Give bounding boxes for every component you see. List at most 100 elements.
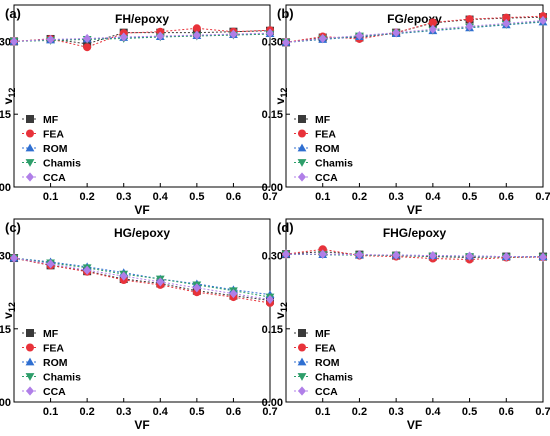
y-tick-label: 0.00	[262, 182, 283, 194]
series-line	[13, 32, 271, 42]
data-point	[428, 251, 437, 261]
x-tick-label: 0.3	[116, 191, 131, 203]
x-tick-label: 0.3	[388, 406, 403, 418]
data-point	[355, 250, 364, 260]
legend-label: MF	[315, 114, 331, 126]
x-axis-label: VF	[407, 203, 422, 217]
legend-label: ROM	[315, 143, 340, 155]
y-axis-label: v12	[1, 88, 17, 105]
chart-panel: 0.1 0.2 0.3 0.4 0.5 0.6 0.70.000.150.30VFv12(b…	[262, 4, 550, 217]
x-tick-label: 0.1	[315, 406, 330, 418]
panel-title: FG/epoxy	[387, 12, 442, 26]
x-tick-label: 0.7	[262, 191, 277, 203]
legend-label: MF	[43, 114, 59, 126]
y-tick-label: 0.00	[262, 397, 283, 409]
panel-letter: (a)	[5, 6, 21, 21]
legend-marker	[297, 159, 307, 167]
legend-marker	[298, 329, 306, 337]
y-tick-label: 0.30	[0, 251, 11, 263]
x-tick-label: 0.2	[352, 191, 367, 203]
data-point	[46, 34, 55, 45]
plot-frame	[285, 218, 544, 403]
data-point	[465, 21, 474, 31]
panel-title: FH/epoxy	[115, 12, 169, 26]
y-tick-label: 0.30	[262, 36, 283, 48]
data-point	[83, 33, 92, 44]
legend-marker	[298, 386, 306, 396]
legend-marker	[298, 115, 306, 123]
x-tick-label: 0.2	[79, 406, 94, 418]
legend-marker	[298, 129, 306, 138]
chart-panel: 0.1 0.2 0.3 0.4 0.5 0.6 0.70.000.150.30VFv12(d…	[262, 218, 550, 432]
y-tick-label: 0.00	[0, 182, 11, 194]
x-tick-label: 0.6	[226, 406, 241, 418]
legend-marker	[26, 343, 34, 352]
legend-marker	[26, 129, 34, 138]
x-tick-label: 0.6	[499, 191, 514, 203]
legend-marker	[26, 172, 34, 182]
x-tick-label: 0.2	[79, 191, 94, 203]
x-tick-label: 0.4	[425, 191, 441, 203]
data-point	[502, 13, 511, 22]
y-tick-label: 0.15	[0, 324, 11, 336]
legend-label: MF	[43, 328, 59, 340]
plot-frame	[13, 4, 271, 188]
data-point	[156, 31, 165, 41]
series-line	[13, 257, 271, 298]
x-tick-label: 0.3	[116, 406, 131, 418]
legend-marker	[26, 329, 34, 337]
legend-marker	[25, 143, 35, 152]
x-tick-label: 0.5	[189, 191, 204, 203]
y-tick-label: 0.00	[0, 397, 11, 409]
y-tick-label: 0.30	[262, 251, 283, 263]
x-tick-label: 0.1	[315, 191, 330, 203]
data-point	[355, 30, 364, 41]
legend-marker	[25, 357, 35, 366]
data-point	[10, 253, 18, 263]
legend-marker	[25, 159, 35, 167]
x-tick-label: 0.1	[43, 406, 58, 418]
series-line	[286, 253, 544, 258]
series-line	[285, 20, 544, 43]
data-point	[192, 30, 201, 40]
x-tick-label: 0.6	[226, 191, 241, 203]
chart-panel: 0.1 0.2 0.3 0.4 0.5 0.6 0.7 0.00 0.15 0.30 VF v12 (a…	[0, 4, 278, 217]
x-tick-label: 0.4	[153, 406, 169, 418]
data-point	[539, 15, 547, 26]
data-point	[502, 18, 511, 29]
data-point	[266, 28, 274, 38]
data-point	[192, 283, 201, 293]
x-tick-label: 0.4	[425, 406, 441, 418]
legend-marker	[297, 143, 307, 152]
data-point	[229, 289, 238, 299]
x-tick-label: 0.2	[352, 406, 367, 418]
data-point	[282, 249, 290, 259]
x-tick-label: 0.4	[153, 191, 169, 203]
y-tick-label: 0.15	[0, 109, 11, 121]
legend-label: Chamis	[43, 372, 81, 384]
series-line	[285, 15, 544, 43]
y-axis-label: v12	[1, 302, 17, 319]
legend-marker	[298, 172, 306, 182]
legend-label: CCA	[315, 172, 338, 184]
x-tick-label: 0.7	[535, 406, 550, 418]
x-tick-label: 0.5	[462, 191, 477, 203]
series-line	[285, 248, 544, 261]
y-axis-label: v12	[273, 302, 289, 319]
legend-label: Chamis	[43, 158, 81, 170]
legend-marker	[297, 373, 307, 381]
y-tick-label: 0.15	[262, 324, 283, 336]
data-point	[465, 251, 474, 261]
data-point	[83, 43, 92, 52]
series-line	[285, 21, 544, 43]
legend-label: MF	[315, 328, 331, 340]
data-point	[392, 28, 401, 38]
x-tick-label: 0.7	[262, 406, 277, 418]
legend-label: CCA	[43, 172, 66, 184]
x-axis-label: VF	[134, 203, 149, 217]
plot-frame	[285, 4, 544, 188]
legend-label: FEA	[315, 343, 336, 355]
series-line	[13, 257, 271, 301]
panel-title: FHG/epoxy	[383, 226, 447, 240]
